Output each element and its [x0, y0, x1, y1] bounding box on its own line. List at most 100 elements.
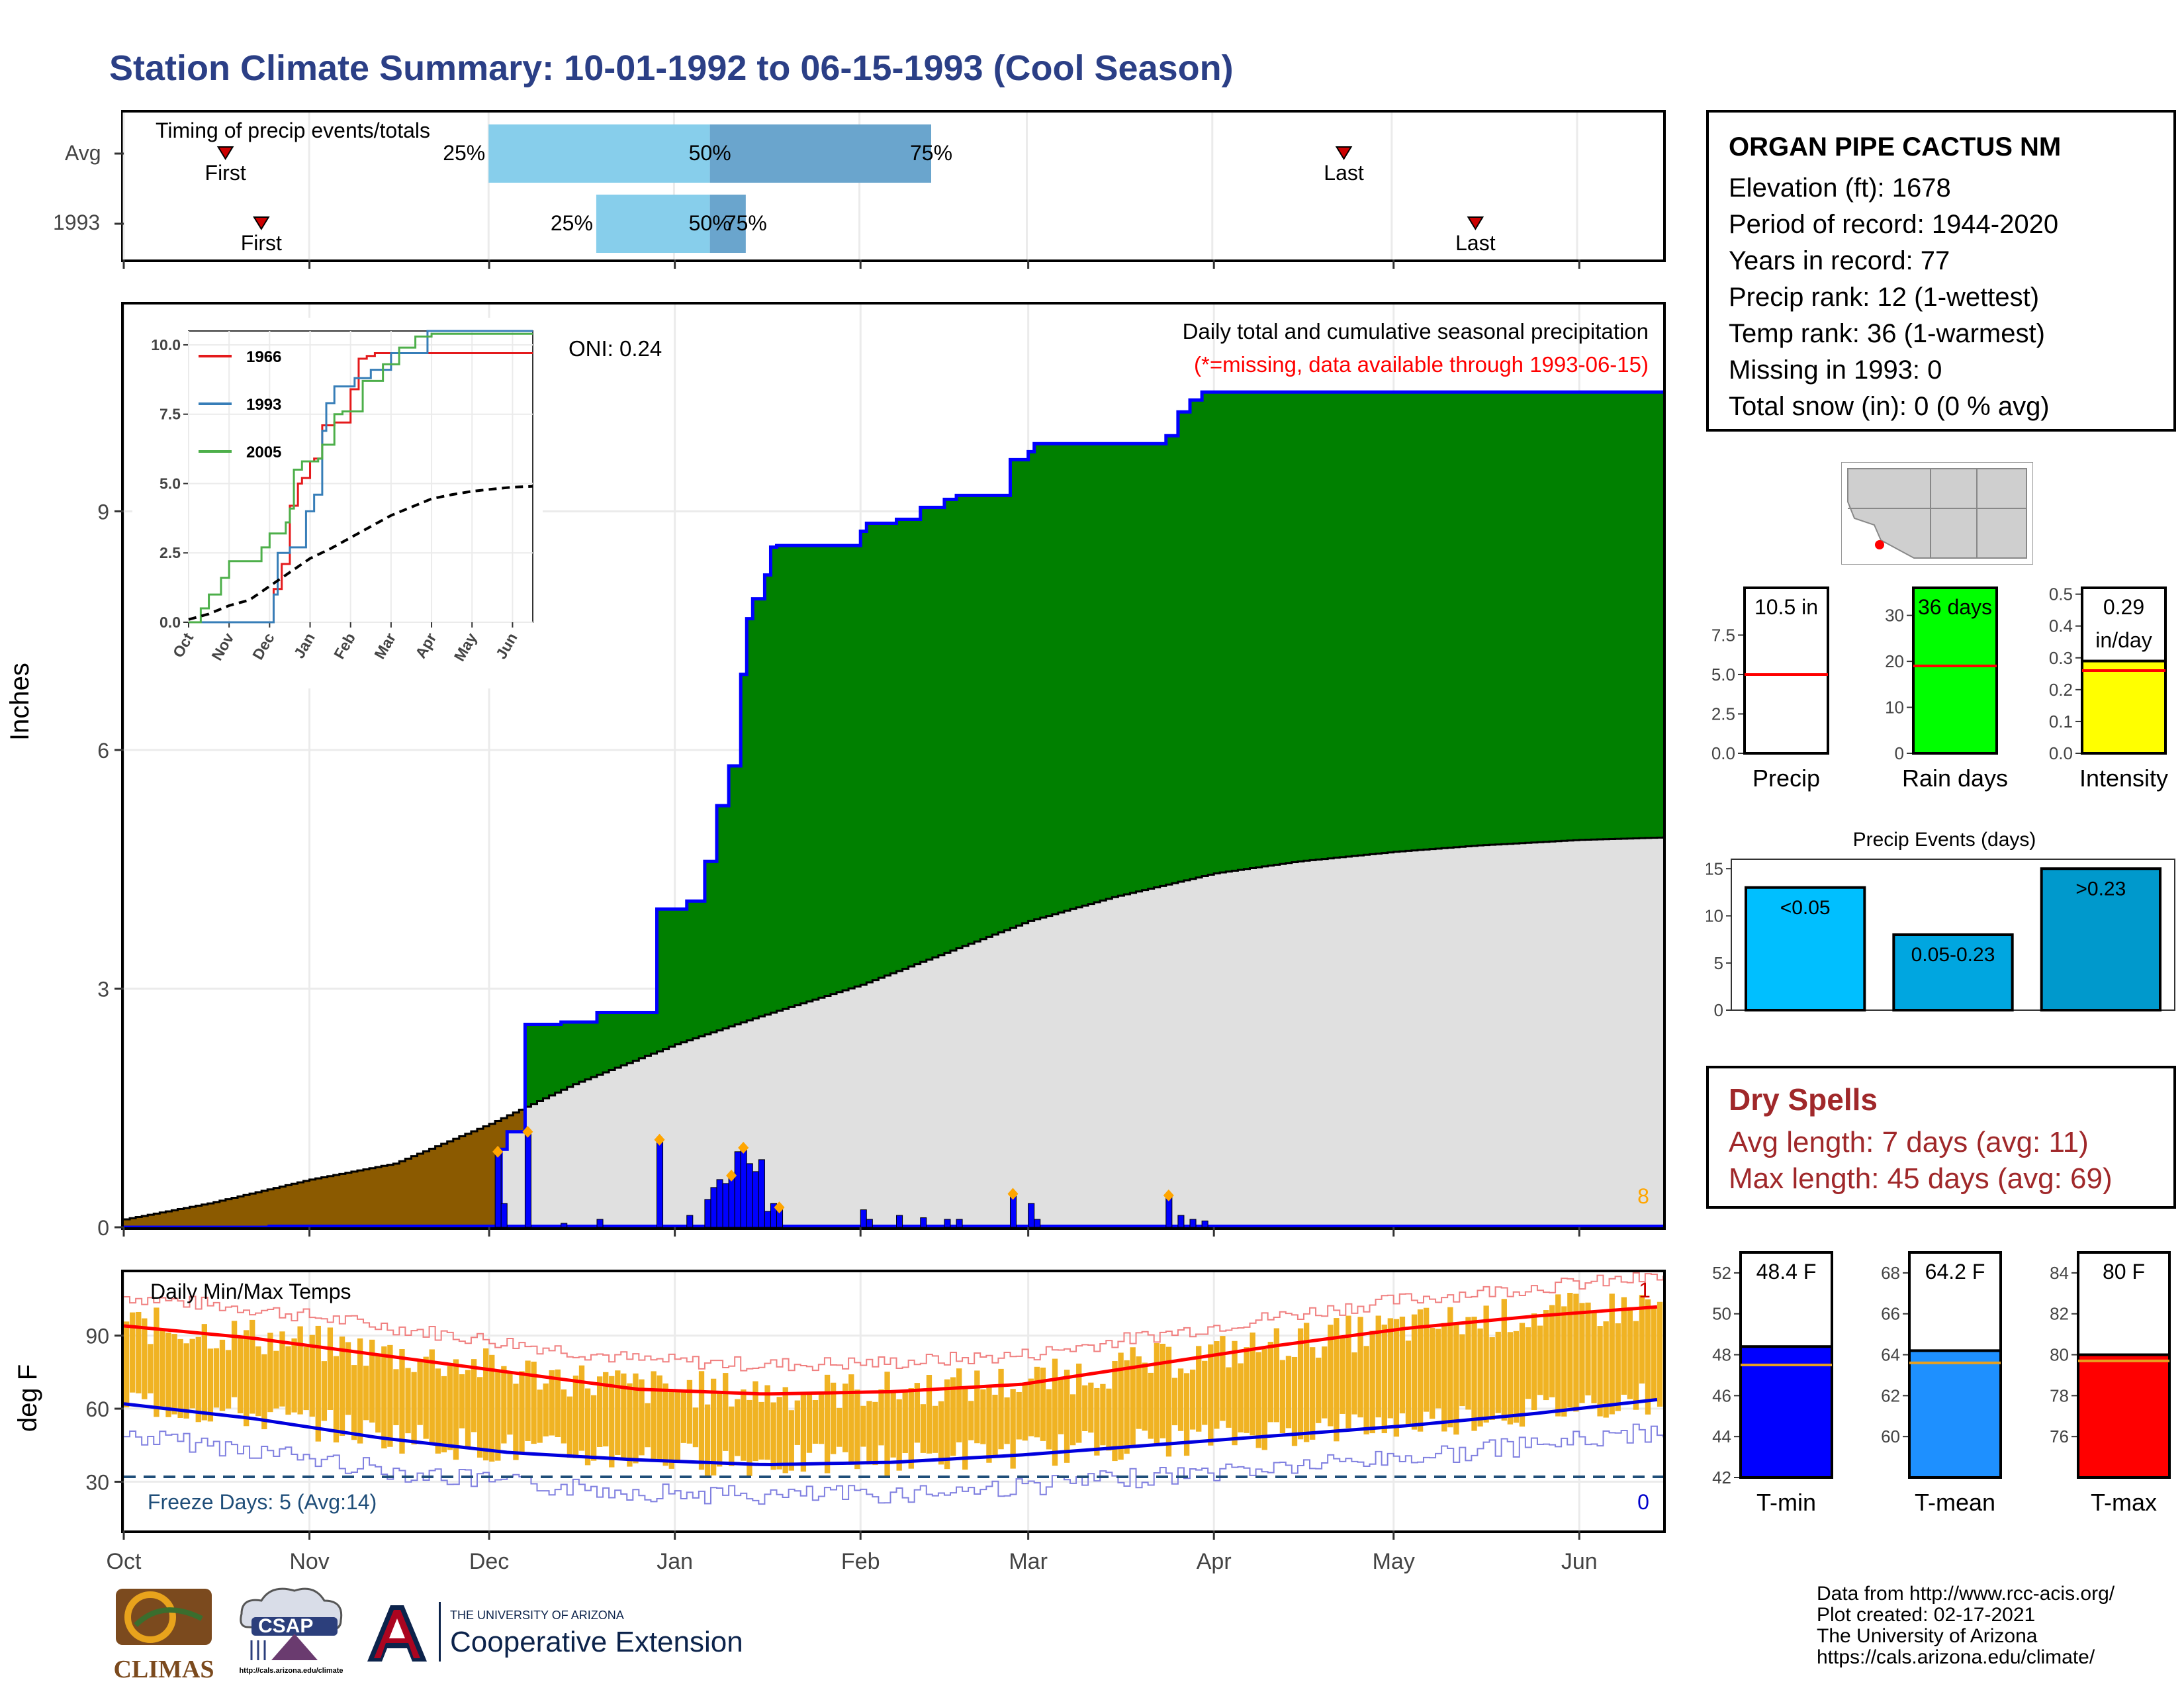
inset-ytick-label: 2.5: [159, 544, 181, 561]
daily-precip-bar: [752, 1171, 759, 1227]
daily-temp-bar: [735, 1399, 741, 1456]
daily-temp-bar: [596, 1376, 603, 1447]
daily-temp-bar: [1220, 1336, 1226, 1421]
daily-temp-bar: [1040, 1368, 1046, 1441]
inset-chart: 0.0 2.5 5.0 7.5 10.0 Oct Nov Dec Jan Feb Mar Apr May…: [151, 330, 533, 664]
timing-last-marker: [1335, 146, 1353, 160]
inset-xtick-label: Jun: [492, 630, 521, 662]
daily-temp-bar: [495, 1371, 501, 1461]
daily-temp-bar: [417, 1360, 423, 1425]
daily-temp-bar: [584, 1388, 591, 1466]
daily-precip-bar: [722, 1183, 729, 1227]
daily-temp-bar: [219, 1339, 226, 1411]
daily-precip-marker: [726, 1169, 737, 1182]
ua-coop-logo: THE UNIVERSITY OF ARIZONA Cooperative Ex…: [361, 1602, 758, 1668]
daily-temp-bar: [747, 1399, 752, 1476]
daily-temp-bar: [333, 1356, 340, 1443]
timing-q25-label: 25%: [443, 141, 485, 165]
summary-ytick-label: 80: [2050, 1345, 2069, 1365]
timing-last-label: Last: [1455, 231, 1496, 255]
daily-temp-bar: [1621, 1297, 1627, 1395]
summary-ytick-label: 48: [1712, 1345, 1731, 1365]
daily-temp-bar: [291, 1338, 297, 1413]
daily-temp-bar: [537, 1389, 543, 1443]
daily-temp-bar: [1603, 1321, 1609, 1418]
daily-temp-bar: [938, 1401, 944, 1465]
timing-row-label-avg: Avg: [65, 141, 101, 165]
summary-ytick-label: 7.5: [1711, 625, 1735, 645]
daily-temp-bar: [1190, 1370, 1196, 1430]
precip-summary-chart: 0.0 2.5 5.0 7.5 10.5 in Precip 0 10 20 30 36 days R…: [1711, 585, 2168, 792]
daily-temp-bar: [854, 1389, 860, 1470]
daily-temp-bar: [1441, 1323, 1447, 1432]
daily-temp-bar: [1082, 1385, 1088, 1431]
summary-ytick-label: 0.1: [2049, 712, 2073, 731]
timing-first-marker: [216, 146, 234, 160]
daily-temp-bar: [1100, 1383, 1106, 1446]
month-label: Jan: [657, 1549, 693, 1574]
daily-temp-bar: [776, 1397, 782, 1470]
csap-logo-graphic: [240, 1587, 343, 1660]
daily-temp-bar: [1543, 1310, 1549, 1401]
timing-bar-q25-q50: [596, 195, 710, 253]
daily-temp-bar: [1106, 1388, 1112, 1451]
precip-ytick-label: 6: [97, 739, 109, 763]
daily-temp-bar: [507, 1372, 513, 1435]
daily-temp-bar: [1285, 1356, 1292, 1429]
daily-temp-bar: [1477, 1328, 1483, 1427]
precip-ytick-label: 0: [97, 1216, 109, 1240]
daily-temp-bar: [369, 1339, 375, 1423]
daily-temp-bar: [956, 1368, 962, 1442]
daily-temp-bar: [543, 1383, 549, 1436]
daily-temp-bar: [621, 1373, 627, 1458]
station-location-marker: [1875, 540, 1884, 549]
daily-temp-bar: [639, 1379, 645, 1456]
month-label: Nov: [289, 1549, 329, 1574]
daily-temp-bar: [603, 1372, 609, 1447]
temp-summary-chart: 42 44 46 48 50 52 48.4 F T-min 60 62 64 66 68 64.2 F T…: [1712, 1251, 2171, 1516]
daily-temp-bar: [1453, 1322, 1459, 1435]
summary-ytick-label: 0.0: [2049, 743, 2073, 763]
daily-temp-bar: [1549, 1305, 1555, 1397]
summary-ytick-label: 82: [2050, 1304, 2069, 1324]
daily-temp-bar: [627, 1383, 633, 1467]
inset-xtick-label: Dec: [249, 630, 278, 663]
daily-temp-bar: [1214, 1341, 1220, 1429]
daily-temp-bar: [1255, 1352, 1261, 1448]
daily-temp-bar: [1393, 1319, 1400, 1437]
above-normal-area: [525, 392, 1663, 1107]
inset-legend-label: 1966: [246, 348, 281, 366]
daily-precip-bar: [746, 1163, 753, 1227]
daily-precip-bar: [920, 1217, 927, 1227]
daily-temp-bar: [567, 1396, 573, 1458]
precip-ytick-label: 9: [97, 500, 109, 524]
daily-precip-bar: [710, 1187, 717, 1227]
timing-first-label: First: [241, 231, 282, 255]
daily-temp-bar: [974, 1370, 980, 1444]
daily-temp-bar: [645, 1403, 651, 1448]
daily-temp-bar: [195, 1336, 201, 1423]
temp-count-low: 0: [1637, 1490, 1649, 1514]
daily-precip-marker: [492, 1145, 504, 1158]
daily-temp-bar: [327, 1327, 334, 1410]
credits: Data from http://www.rcc-acis.org/ Plot …: [1817, 1583, 2115, 1668]
summary-value-label: 64.2 F: [1925, 1260, 1985, 1284]
daily-temp-bar: [171, 1334, 177, 1415]
daily-temp-bar: [782, 1387, 788, 1474]
summary-ytick-label: 10: [1885, 698, 1904, 718]
month-label: Dec: [469, 1549, 509, 1574]
daily-temp-bar: [800, 1393, 807, 1472]
daily-temp-bar: [213, 1348, 220, 1408]
daily-temp-bar: [555, 1369, 561, 1437]
daily-temp-bar: [159, 1328, 165, 1407]
summary-ytick-label: 52: [1712, 1263, 1731, 1283]
daily-temp-bar: [1328, 1325, 1334, 1427]
summary-bar-t-mean: [1908, 1349, 2002, 1479]
daily-temp-bar: [1399, 1316, 1406, 1414]
daily-temp-bar: [932, 1405, 938, 1453]
summary-bar-label: Rain days: [1902, 765, 2008, 792]
station-temp-rank: Temp rank: 36 (1-warmest): [1729, 319, 2045, 348]
daily-temp-bar: [1064, 1370, 1070, 1463]
summary-value-label: 80 F: [2103, 1260, 2145, 1284]
daily-temp-bar: [561, 1389, 567, 1444]
